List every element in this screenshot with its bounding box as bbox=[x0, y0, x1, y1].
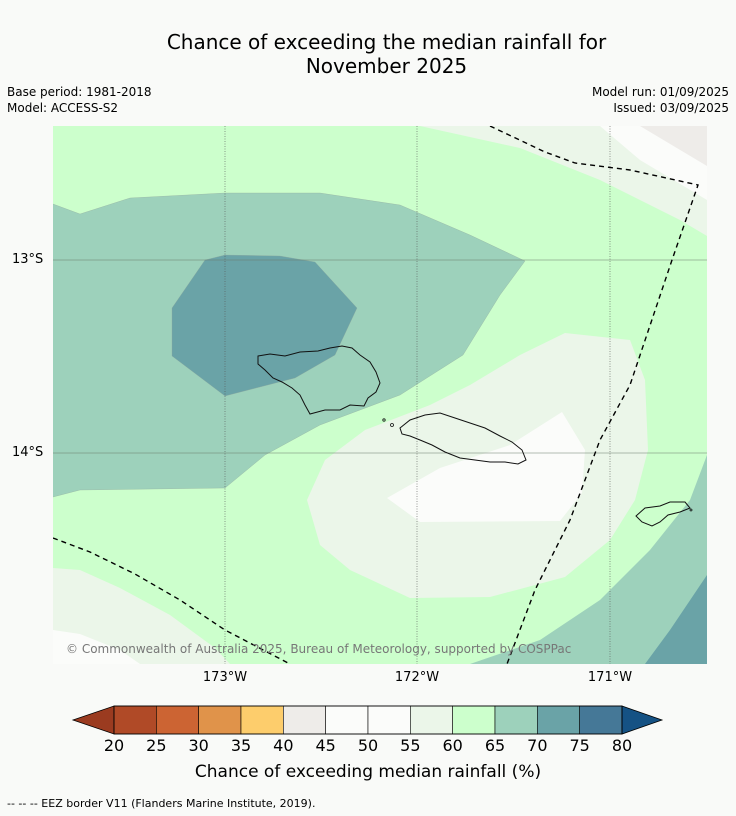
model-run: Model run: 01/09/2025 bbox=[591, 85, 729, 99]
copyright-text: © Commonwealth of Australia 2025, Bureau… bbox=[66, 642, 571, 656]
contour-55-60-north bbox=[53, 126, 707, 236]
colorbar-cell-70-75 bbox=[537, 705, 580, 735]
contour-50-55-southwest bbox=[53, 630, 140, 664]
colorbar-tick-50: 50 bbox=[357, 736, 379, 755]
contour-50-55-central bbox=[387, 412, 585, 522]
forecast-contours: © Commonwealth of Australia 2025, Bureau… bbox=[53, 126, 707, 664]
map-title: Chance of exceeding the median rainfall … bbox=[0, 30, 736, 78]
colorbar-cell-30-35 bbox=[198, 705, 242, 735]
upolu-island bbox=[399, 412, 527, 465]
colorbar-tick-40: 40 bbox=[273, 736, 294, 755]
colorbar-tick-20: 20 bbox=[103, 736, 125, 755]
contour-70-75-southeast bbox=[645, 575, 707, 664]
colorbar-cell-45-50 bbox=[325, 705, 369, 735]
colorbar-tick-70: 70 bbox=[527, 736, 548, 755]
colorbar-cell-50-55 bbox=[367, 705, 411, 735]
contour-65-70-southeast bbox=[470, 455, 707, 664]
colorbar-tick-45: 45 bbox=[315, 736, 336, 755]
contour-70-75-core bbox=[172, 255, 357, 396]
savaii-island bbox=[257, 345, 381, 415]
title-line-1: Chance of exceeding the median rainfall … bbox=[166, 30, 607, 54]
colorbar-tick-65: 65 bbox=[484, 736, 506, 755]
model-name: Model: ACCESS-S2 bbox=[7, 101, 119, 115]
eez-border bbox=[53, 126, 699, 664]
colorbar-tick-30: 30 bbox=[188, 736, 209, 755]
islet-2 bbox=[390, 423, 394, 427]
colorbar-tick-60: 60 bbox=[442, 736, 463, 755]
colorbar-low-extend bbox=[71, 705, 115, 735]
colorbar-cell-75-80 bbox=[579, 705, 623, 735]
lon-label-172w: 172°W bbox=[394, 670, 440, 685]
colorbar-cell-25-30 bbox=[156, 705, 199, 735]
colorbar-cell-65-70 bbox=[494, 705, 538, 735]
base-period: Base period: 1981-2018 bbox=[7, 85, 152, 99]
colorbar-tick-25: 25 bbox=[146, 736, 167, 755]
title-line-2: November 2025 bbox=[305, 54, 468, 78]
meta-left: Base period: 1981-2018 Model: ACCESS-S2 bbox=[7, 84, 152, 116]
colorbar-cell-20-25 bbox=[113, 705, 157, 735]
issued-date: Issued: 03/09/2025 bbox=[613, 101, 729, 115]
contour-40-45-north bbox=[640, 126, 707, 166]
islet-3 bbox=[689, 508, 693, 512]
colorbar-high-extend bbox=[621, 705, 664, 735]
lon-label-173w: 173°W bbox=[202, 670, 248, 685]
lat-label-13s: 13°S bbox=[12, 252, 44, 267]
colorbar-label: Chance of exceeding median rainfall (%) bbox=[194, 762, 542, 782]
tutuila-island bbox=[635, 501, 691, 527]
islet-1 bbox=[382, 418, 386, 422]
colorbar-cell-55-60 bbox=[410, 705, 453, 735]
meta-right: Model run: 01/09/2025 Issued: 03/09/2025 bbox=[592, 84, 729, 116]
colorbar-cell-60-65 bbox=[452, 705, 496, 735]
colorbar-tick-75: 75 bbox=[569, 736, 590, 755]
colorbar-tick-80: 80 bbox=[611, 736, 633, 755]
eez-footnote: -- -- -- EEZ border V11 (Flanders Marine… bbox=[7, 797, 316, 810]
lon-label-171w: 171°W bbox=[587, 670, 633, 685]
colorbar-tick-55: 55 bbox=[400, 736, 421, 755]
colorbar bbox=[71, 705, 664, 735]
lat-label-14s: 14°S bbox=[12, 445, 44, 460]
colorbar-cell-35-40 bbox=[240, 705, 284, 735]
colorbar-tick-35: 35 bbox=[230, 736, 252, 755]
colorbar-cell-40-45 bbox=[283, 705, 326, 735]
contour-55-60-southwest bbox=[53, 568, 230, 664]
graticule bbox=[53, 126, 707, 664]
